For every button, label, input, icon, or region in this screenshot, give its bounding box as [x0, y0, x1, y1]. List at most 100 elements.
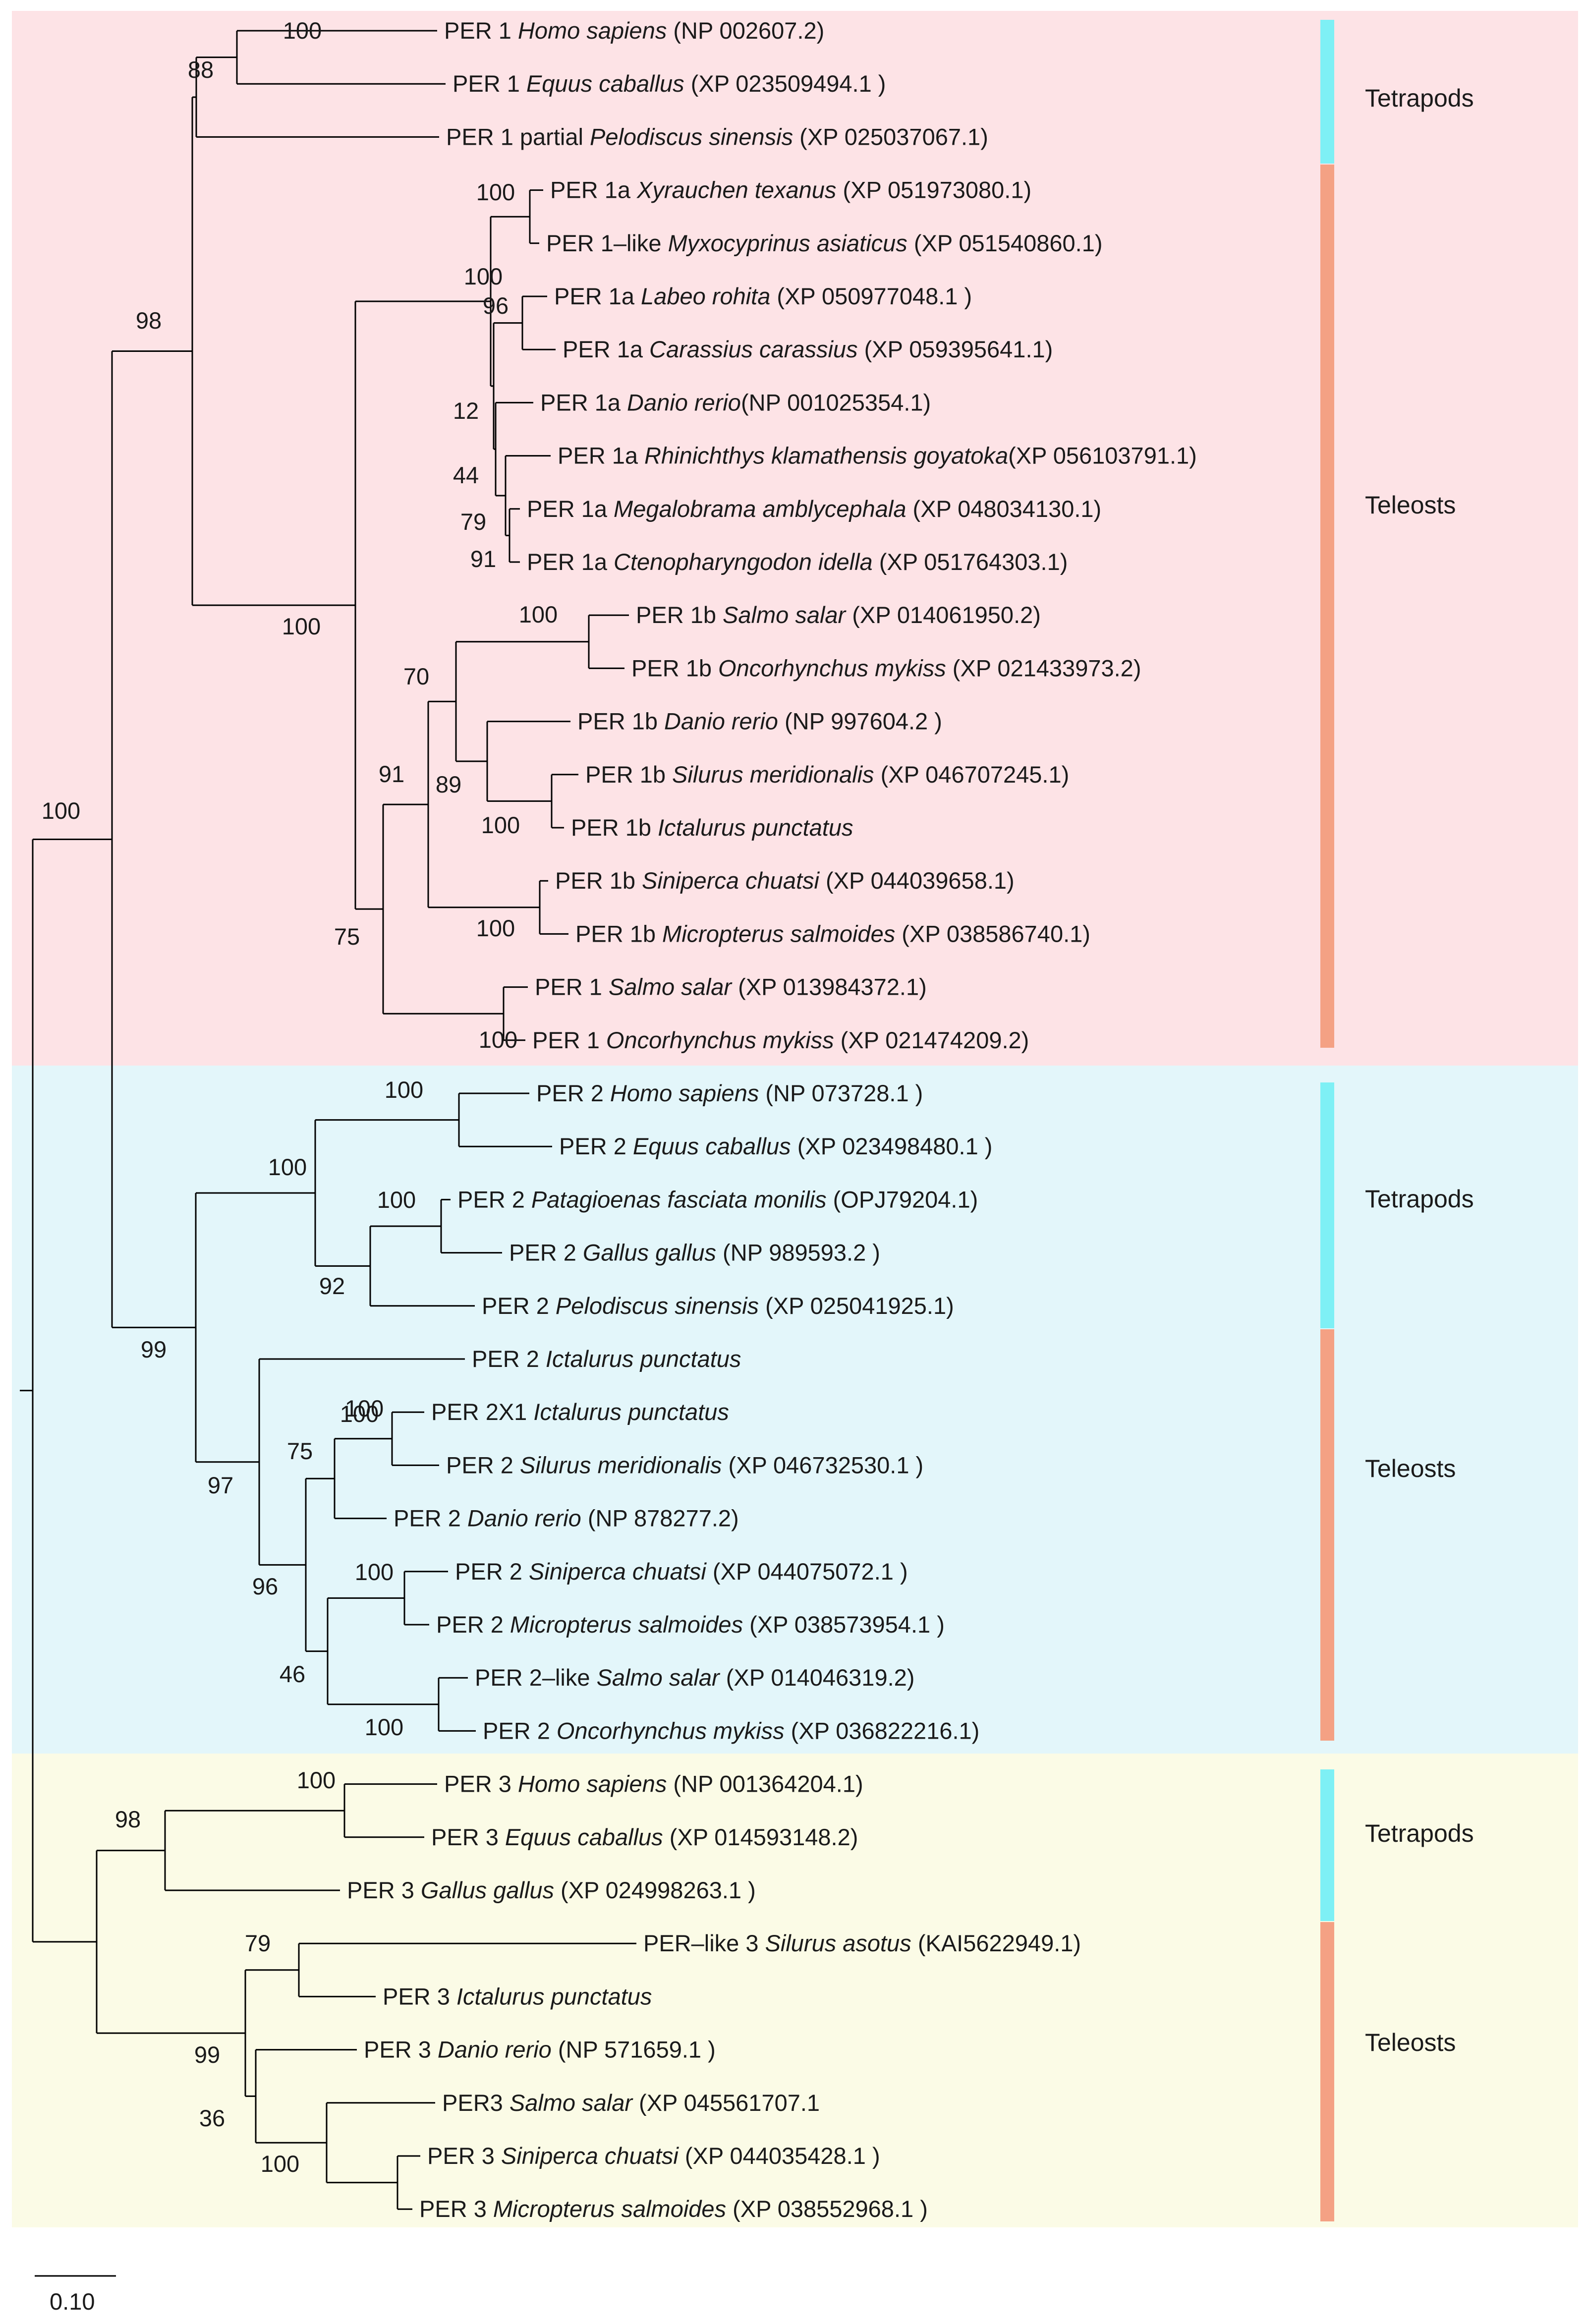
tip-label: PER 2 Siniperca chuatsi (XP 044075072.1 …	[455, 1558, 908, 1585]
tip-label: PER 3 Micropterus salmoides (XP 03855296…	[419, 2196, 928, 2222]
bootstrap-value: 44	[453, 462, 479, 488]
tip-label: PER–like 3 Silurus asotus (KAI5622949.1)	[643, 1930, 1081, 1956]
tip-label: PER 2–like Salmo salar (XP 014046319.2)	[475, 1664, 914, 1691]
tip-label: PER 1a Ctenopharyngodon idella (XP 05176…	[527, 549, 1068, 575]
tip-label: PER 2 Patagioenas fasciata monilis (OPJ7…	[457, 1186, 978, 1212]
bootstrap-value: 91	[470, 546, 496, 572]
bootstrap-value: 70	[403, 663, 429, 689]
bootstrap-value: 12	[453, 397, 479, 424]
bootstrap-values: 100 88 100 100 96 12 44 79 91 100 70 89 …	[42, 17, 558, 2177]
tip-label: PER 1b Danio rerio (NP 997604.2 )	[577, 708, 942, 735]
bootstrap-value: 98	[115, 1806, 141, 1832]
bootstrap-value: 100	[385, 1077, 423, 1103]
tetrapods-bar	[1320, 20, 1334, 164]
tip-label: PER 1a Rhinichthys klamathensis goyatoka…	[558, 443, 1197, 469]
bootstrap-value: 79	[460, 509, 486, 535]
tip-label: PER 2 Oncorhynchus mykiss (XP 036822216.…	[483, 1717, 979, 1744]
tip-label: PER 2 Pelodiscus sinensis (XP 025041925.…	[482, 1293, 954, 1319]
tetrapods-bar	[1320, 1769, 1334, 1921]
teleosts-bar	[1320, 165, 1334, 1048]
bootstrap-value: 88	[188, 57, 214, 83]
tip-label: PER 2 Ictalurus punctatus	[472, 1346, 741, 1372]
tip-label: PER 1b Micropterus salmoides (XP 0385867…	[575, 920, 1090, 947]
bootstrap-value: 100	[464, 263, 503, 289]
tip-label: PER 2 Micropterus salmoides (XP 03857395…	[436, 1611, 945, 1638]
bootstrap-value: 100	[519, 601, 558, 627]
tip-label: PER 2 Homo sapiens (NP 073728.1 )	[536, 1080, 923, 1106]
bootstrap-value: 100	[476, 915, 515, 941]
tip-label: PER 1 Homo sapiens (NP 002607.2)	[444, 17, 824, 44]
tip-label: PER 3 Gallus gallus (XP 024998263.1 )	[347, 1877, 756, 1903]
group-label: Teleosts	[1365, 491, 1456, 519]
teleosts-bar	[1320, 1329, 1334, 1741]
bootstrap-value: 100	[355, 1559, 394, 1585]
bootstrap-value: 97	[208, 1472, 233, 1498]
tree-branches	[20, 30, 636, 2210]
bootstrap-value: 100	[340, 1401, 379, 1427]
bootstrap-value: 100	[261, 2151, 299, 2177]
tetrapods-bar	[1320, 1082, 1334, 1328]
tip-label: PER 1–like Myxocyprinus asiaticus (XP 05…	[546, 230, 1103, 256]
bootstrap-value: 75	[334, 923, 360, 950]
tip-label: PER 3 Homo sapiens (NP 001364204.1)	[444, 1771, 863, 1797]
tip-label: PER 2 Silurus meridionalis (XP 046732530…	[446, 1452, 923, 1478]
tip-label: PER 3 Ictalurus punctatus	[383, 1983, 652, 2009]
bootstrap-value: 96	[252, 1573, 278, 1599]
tip-label: PER 1b Ictalurus punctatus	[571, 814, 853, 841]
bootstrap-value: 100	[481, 812, 520, 838]
bootstrap-value: 91	[379, 761, 404, 787]
bootstrap-value: 99	[194, 2041, 220, 2068]
tip-label: PER 1b Silurus meridionalis (XP 04670724…	[585, 761, 1069, 788]
bootstrap-value: 100	[268, 1154, 307, 1180]
bootstrap-value: 100	[345, 1395, 384, 1421]
per3-clade-band	[12, 1754, 1578, 2227]
bootstrap-value: 46	[280, 1661, 305, 1687]
group-label: Teleosts	[1365, 2029, 1456, 2056]
group-label: Tetrapods	[1365, 1185, 1474, 1213]
tip-label: PER3 Salmo salar (XP 045561707.1	[442, 2090, 820, 2116]
bootstrap-value: 100	[365, 1714, 403, 1740]
bootstrap-value: 79	[245, 1930, 271, 1956]
tip-label: PER 2X1 Ictalurus punctatus	[431, 1399, 729, 1425]
tip-label: PER 1a Megalobrama amblycephala (XP 0480…	[527, 496, 1101, 522]
tip-label: PER 1a Danio rerio(NP 001025354.1)	[540, 389, 931, 415]
tip-label: PER 1 Oncorhynchus mykiss (XP 021474209.…	[532, 1027, 1029, 1053]
tip-label: PER 1 Salmo salar (XP 013984372.1)	[535, 974, 927, 1000]
scale-label: 0.10	[50, 2288, 95, 2315]
bootstrap-value: 75	[287, 1438, 313, 1464]
group-label: Tetrapods	[1365, 84, 1474, 112]
per2-clade-band	[12, 1066, 1578, 1754]
group-label: Tetrapods	[1365, 1819, 1474, 1847]
tip-labels: PER 1 Homo sapiens (NP 002607.2) PER 1 E…	[347, 17, 1197, 2222]
teleosts-bar	[1320, 1922, 1334, 2221]
tip-label: PER 2 Equus caballus (XP 023498480.1 )	[559, 1133, 992, 1159]
tip-label: PER 1b Siniperca chuatsi (XP 044039658.1…	[555, 867, 1015, 894]
bootstrap-value: 89	[436, 771, 461, 797]
bootstrap-value: 100	[476, 179, 515, 205]
bootstrap-value: 100	[377, 1187, 416, 1213]
tip-label: PER 2 Danio rerio (NP 878277.2)	[394, 1505, 739, 1531]
tip-label: PER 1b Oncorhynchus mykiss (XP 021433973…	[631, 655, 1141, 681]
tip-label: PER 1 partial Pelodiscus sinensis (XP 02…	[446, 123, 988, 150]
bootstrap-value: 99	[141, 1336, 167, 1362]
tip-label: PER 1a Carassius carassius (XP 059395641…	[563, 336, 1053, 362]
bootstrap-value: 100	[282, 613, 321, 639]
per1-clade-band	[12, 11, 1578, 1066]
bootstrap-value: 96	[483, 292, 509, 319]
bootstrap-value: 100	[297, 1767, 336, 1793]
tip-label: PER 1a Labeo rohita (XP 050977048.1 )	[554, 283, 972, 309]
bootstrap-value: 36	[199, 2105, 225, 2131]
tip-label: PER 1 Equus caballus (XP 023509494.1 )	[453, 70, 886, 97]
tip-label: PER 2 Gallus gallus (NP 989593.2 )	[509, 1240, 880, 1266]
tip-label: PER 1b Salmo salar (XP 014061950.2)	[636, 602, 1041, 628]
bootstrap-value: 92	[319, 1273, 345, 1299]
group-label: Teleosts	[1365, 1455, 1456, 1482]
tip-label: PER 3 Equus caballus (XP 014593148.2)	[431, 1824, 858, 1850]
bootstrap-value: 100	[283, 17, 322, 44]
bootstrap-value: 100	[479, 1026, 517, 1053]
tip-label: PER 3 Siniperca chuatsi (XP 044035428.1 …	[427, 2143, 880, 2169]
tip-label: PER 3 Danio rerio (NP 571659.1 )	[364, 2037, 716, 2063]
bootstrap-value: 98	[136, 307, 162, 334]
bootstrap-value: 100	[42, 797, 80, 824]
